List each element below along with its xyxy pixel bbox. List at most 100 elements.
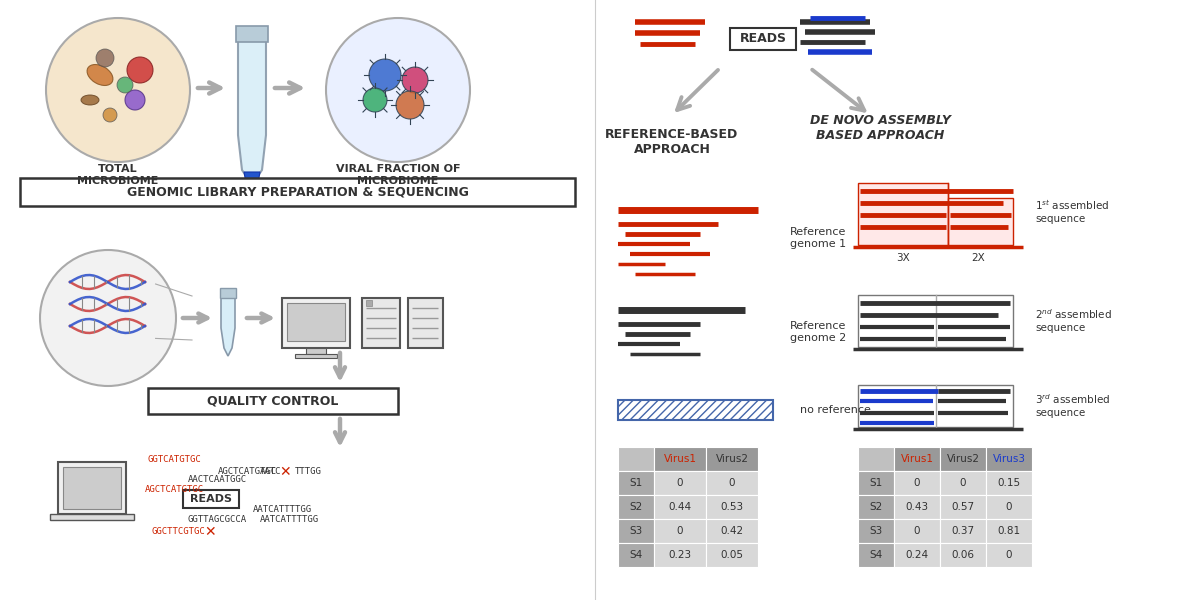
Text: Reference
genome 2: Reference genome 2 [790,321,846,343]
Text: AATCATTTTGG: AATCATTTTGG [260,515,319,524]
Bar [282,298,350,348]
Bar [618,543,654,567]
Text: GGTCATGTGC: GGTCATGTGC [148,455,202,464]
Circle shape [125,90,145,110]
Bar [948,198,1013,245]
Text: Virus1: Virus1 [900,454,934,464]
Bar [706,519,758,543]
Text: 0: 0 [913,478,920,488]
Bar [986,495,1032,519]
Text: 0.43: 0.43 [906,502,929,512]
Bar [362,298,400,348]
Text: 0.05: 0.05 [720,550,744,560]
Text: Virus2: Virus2 [715,454,749,464]
Text: 0: 0 [677,478,683,488]
Circle shape [96,49,114,67]
Bar [940,495,986,519]
Text: READS: READS [739,32,786,46]
Text: Virus1: Virus1 [664,454,696,464]
Circle shape [118,77,133,93]
Ellipse shape [82,95,98,105]
Text: AGCTCATGTGC: AGCTCATGTGC [218,467,277,476]
Bar [858,295,1013,347]
Circle shape [127,57,154,83]
Bar [654,471,706,495]
Bar [236,26,268,42]
Bar [706,543,758,567]
Circle shape [46,18,190,162]
Bar [618,495,654,519]
Bar [730,28,796,50]
Circle shape [396,91,424,119]
Bar [706,495,758,519]
Text: S1: S1 [869,478,883,488]
Text: S1: S1 [629,478,643,488]
Polygon shape [221,296,235,356]
Text: GGCTTCGTGC: GGCTTCGTGC [152,527,205,536]
Bar [618,400,773,420]
Bar [148,388,398,414]
Bar [940,471,986,495]
Bar [618,471,654,495]
Text: TOTAL
MICROBIOME: TOTAL MICROBIOME [77,164,158,186]
Text: 0: 0 [677,526,683,536]
Bar [64,467,121,509]
Text: 0.57: 0.57 [952,502,974,512]
Polygon shape [238,40,266,185]
Circle shape [40,250,176,386]
Text: ✕: ✕ [280,465,290,479]
Bar [58,462,126,514]
Bar [858,495,894,519]
Bar [408,298,443,348]
Text: Virus3: Virus3 [992,454,1026,464]
Text: Virus2: Virus2 [947,454,979,464]
Text: no reference: no reference [800,405,871,415]
Bar [618,519,654,543]
Text: GENOMIC LIBRARY PREPARATION & SEQUENCING: GENOMIC LIBRARY PREPARATION & SEQUENCING [127,185,469,199]
Text: 0: 0 [728,478,736,488]
Bar [220,288,236,298]
Text: AGCTCATGTGC: AGCTCATGTGC [145,485,204,494]
Bar [618,447,654,471]
Text: AACTCAATGGC: AACTCAATGGC [188,475,247,485]
Text: 0: 0 [913,526,920,536]
Bar [986,447,1032,471]
Text: 2X: 2X [971,253,985,263]
Text: 0: 0 [1006,502,1013,512]
Text: 3$^{rd}$ assembled
sequence: 3$^{rd}$ assembled sequence [1034,392,1110,418]
Bar [858,471,894,495]
Text: TTTGG: TTTGG [295,467,322,476]
Bar [858,519,894,543]
Text: VIRAL FRACTION OF
MICROBIOME: VIRAL FRACTION OF MICROBIOME [336,164,461,186]
Text: 0.53: 0.53 [720,502,744,512]
Text: READS: READS [190,494,232,504]
Bar [654,495,706,519]
Circle shape [103,108,118,122]
Bar [706,447,758,471]
Bar [654,447,706,471]
Circle shape [364,88,386,112]
Text: AATC: AATC [260,467,282,476]
Bar [894,495,940,519]
Text: S3: S3 [629,526,643,536]
Bar [858,183,948,245]
Text: DE NOVO ASSEMBLY
BASED APPROACH: DE NOVO ASSEMBLY BASED APPROACH [810,114,950,142]
Bar [858,385,1013,427]
Text: S2: S2 [629,502,643,512]
Text: 1$^{st}$ assembled
sequence: 1$^{st}$ assembled sequence [1034,198,1109,224]
Bar [940,519,986,543]
Text: S4: S4 [869,550,883,560]
Bar [894,447,940,471]
Text: 0: 0 [1006,550,1013,560]
Bar [295,354,337,358]
Text: 0.37: 0.37 [952,526,974,536]
Circle shape [402,67,428,93]
Text: S2: S2 [869,502,883,512]
Text: S4: S4 [629,550,643,560]
Text: Reference
genome 1: Reference genome 1 [790,227,846,249]
Text: REFERENCE-BASED
APPROACH: REFERENCE-BASED APPROACH [605,128,739,156]
Polygon shape [244,172,260,183]
Bar [50,514,134,520]
Bar [894,471,940,495]
Text: 0.44: 0.44 [668,502,691,512]
